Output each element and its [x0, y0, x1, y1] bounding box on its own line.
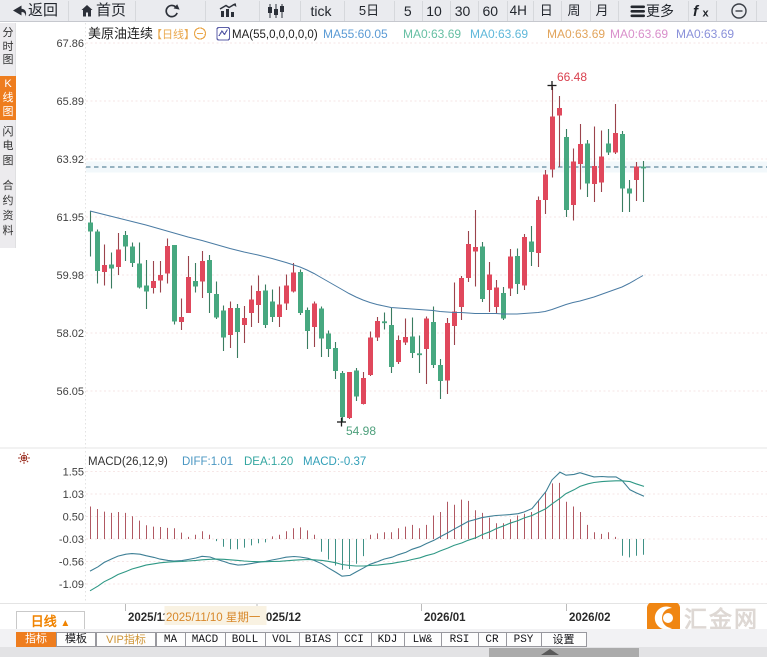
svg-text:61.95: 61.95 [56, 212, 84, 224]
svg-text:汇金网: 汇金网 [684, 606, 759, 629]
svg-text:f: f [693, 3, 700, 20]
svg-text:2025/11/10 星期一: 2025/11/10 星期一 [166, 611, 261, 624]
svg-text:DEA:1.20: DEA:1.20 [244, 456, 293, 468]
svg-text:63.92: 63.92 [56, 154, 84, 166]
svg-text:MA0:63.69: MA0:63.69 [470, 27, 528, 41]
svg-text:MA0:63.69: MA0:63.69 [676, 27, 734, 41]
svg-text:65.89: 65.89 [56, 96, 84, 108]
svg-text:1.03: 1.03 [63, 489, 84, 501]
svg-text:0.50: 0.50 [63, 512, 84, 524]
svg-text:【日线】: 【日线】 [151, 27, 195, 41]
svg-text:58.02: 58.02 [56, 328, 84, 340]
svg-text:1.55: 1.55 [63, 467, 84, 479]
svg-text:59.98: 59.98 [56, 270, 84, 282]
svg-text:66.48: 66.48 [557, 70, 587, 84]
svg-text:54.98: 54.98 [346, 424, 376, 438]
svg-text:-0.03: -0.03 [59, 534, 84, 546]
svg-text:-1.09: -1.09 [59, 579, 84, 591]
svg-text:MA(55,0,0,0,0,0): MA(55,0,0,0,0,0) [232, 29, 318, 41]
svg-text:56.05: 56.05 [56, 386, 84, 398]
svg-text:MA0:63.69: MA0:63.69 [403, 27, 461, 41]
svg-text:2025/11: 2025/11 [128, 612, 170, 624]
svg-text:2026/02: 2026/02 [569, 612, 611, 624]
svg-text:2026/01: 2026/01 [424, 612, 466, 624]
svg-text:2025/12: 2025/12 [260, 612, 302, 624]
svg-text:MACD(26,12,9): MACD(26,12,9) [88, 456, 168, 468]
svg-text:MA55:60.05: MA55:60.05 [323, 27, 388, 41]
svg-text:-0.56: -0.56 [59, 557, 84, 569]
svg-text:MACD:-0.37: MACD:-0.37 [303, 456, 366, 468]
svg-text:美原油连续: 美原油连续 [88, 26, 153, 41]
svg-text:DIFF:1.01: DIFF:1.01 [182, 456, 233, 468]
svg-text:67.86: 67.86 [56, 38, 84, 50]
svg-text:MA0:63.69: MA0:63.69 [547, 27, 605, 41]
svg-text:MA0:63.69: MA0:63.69 [610, 27, 668, 41]
svg-text:x: x [703, 8, 710, 20]
